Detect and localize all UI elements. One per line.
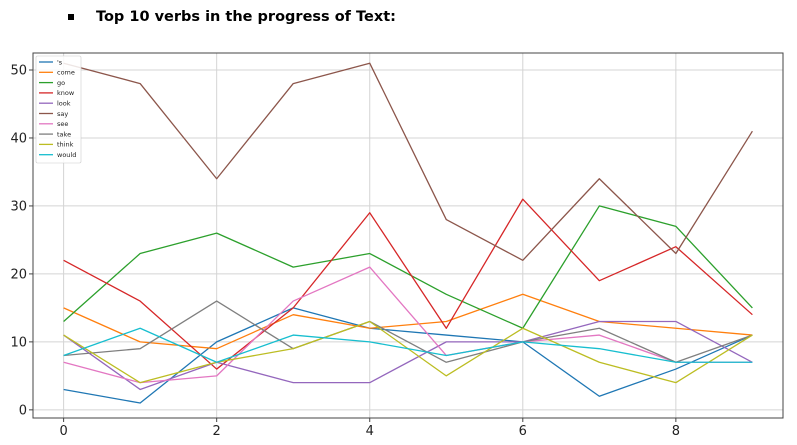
legend-label: take: [57, 130, 71, 138]
heading-text: Top 10 verbs in the progress of Text:: [96, 9, 396, 25]
grid-lines: [33, 53, 783, 418]
series-line-7: [63, 300, 753, 363]
section-heading: Top 10 verbs in the progress of Text:: [68, 6, 396, 28]
series-lines: [63, 62, 753, 404]
x-tick-label: 0: [59, 424, 67, 439]
series-line-4: [63, 320, 753, 391]
plot-frame: [32, 52, 784, 419]
y-tick-label: 20: [10, 267, 27, 282]
x-tick-label: 8: [672, 424, 680, 439]
legend-label: say: [57, 110, 68, 118]
legend-label: see: [57, 120, 68, 128]
y-tick-label: 0: [19, 403, 27, 418]
legend-label: would: [57, 151, 76, 159]
legend-label: come: [57, 69, 75, 77]
x-tick-label: 4: [366, 424, 374, 439]
y-tick-label: 30: [10, 199, 27, 214]
x-tick-label: 2: [213, 424, 221, 439]
series-line-5: [63, 62, 753, 261]
series-line-0: [63, 307, 753, 404]
y-tick-label: 40: [10, 131, 27, 146]
x-tick-label: 6: [519, 424, 527, 439]
y-tick-label: 10: [10, 335, 27, 350]
series-line-9: [63, 327, 753, 363]
legend-label: know: [57, 89, 75, 97]
series-line-3: [63, 198, 753, 370]
y-tick-label: 50: [10, 63, 27, 78]
series-line-2: [63, 205, 753, 329]
legend-label: go: [57, 79, 65, 87]
legend: 's come go know look say see take think would: [35, 55, 82, 164]
series-line-6: [63, 266, 753, 384]
legend-label: think: [57, 141, 74, 149]
legend-label: 's: [57, 58, 63, 66]
square-bullet-icon: [68, 14, 74, 20]
legend-label: look: [57, 100, 71, 108]
axis-ticks: 0 2 4 6 8 0 10 20 30 40 50: [10, 63, 680, 439]
